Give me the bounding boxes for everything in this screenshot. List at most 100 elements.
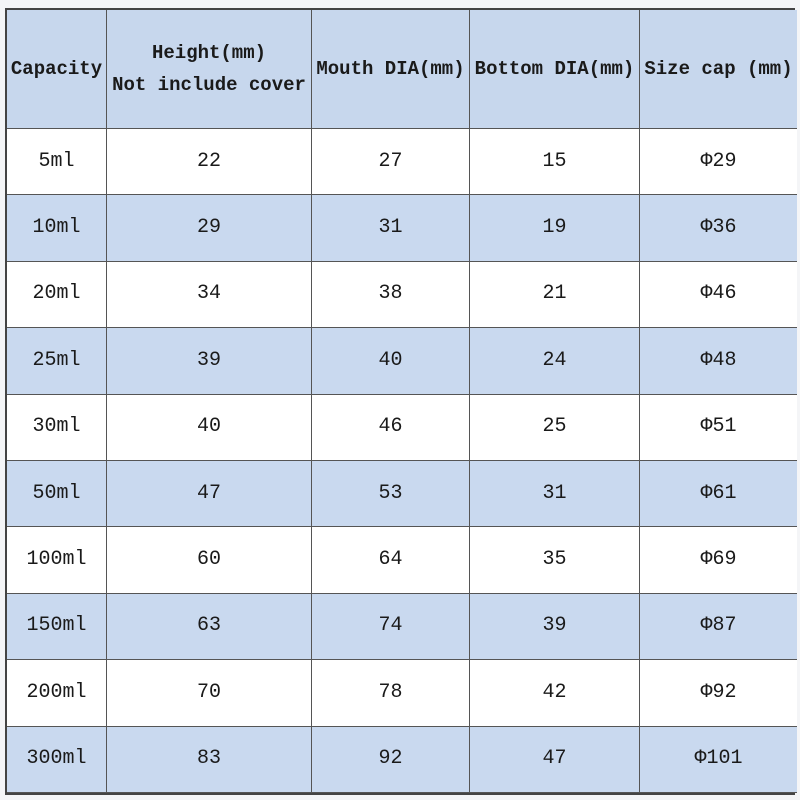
cell-text: Φ61 [700,481,737,505]
cell-text: 35 [542,548,567,572]
table-cell: Φ46 [640,261,797,329]
header-cell: Mouth DIA(mm) [312,10,470,129]
table-cell: Φ92 [640,660,797,727]
table-cell: 42 [470,660,640,727]
cell-text: 64 [378,548,403,572]
table-cell: 200ml [7,660,107,727]
cell-text: Φ36 [700,216,737,240]
cell-text: 19 [542,216,567,240]
table-cell: 10ml [7,195,107,262]
cell-text: 22 [196,149,221,173]
header-cell: Bottom DIA(mm) [470,10,640,129]
table-cell: 19 [470,195,640,262]
table-cell: Φ69 [640,527,797,594]
cell-text: 25 [542,415,567,439]
cell-text: Φ69 [700,548,737,572]
cell-text: 100ml [26,548,87,572]
cell-text: 27 [378,149,403,173]
cell-text: 60 [196,548,221,572]
table-cell: 29 [107,195,312,262]
header-cell: Capacity [7,10,107,129]
table-cell: Φ29 [640,129,797,196]
header-text: Height(mm) [151,42,267,64]
table-cell: 300ml [7,726,107,793]
table-cell: 25ml [7,328,107,395]
table-cell: 47 [107,461,312,528]
table-cell: 34 [107,261,312,329]
cell-text: 21 [542,282,567,306]
cell-text: 200ml [26,680,87,704]
header-cell: Size cap (mm) [640,10,797,129]
cell-text: 50ml [32,481,81,505]
spec-table: Capacity Height(mm) Not include cover Mouth… [5,8,797,795]
cell-text: Φ87 [700,614,737,638]
cell-text: 29 [196,216,221,240]
cell-text: 24 [542,348,567,372]
cell-text: 92 [378,747,403,771]
table-cell: 30ml [7,394,107,461]
cell-text: 53 [378,481,403,505]
cell-text: Φ92 [700,680,737,704]
table-cell: 21 [470,261,640,329]
table-cell: 31 [312,195,470,262]
table-cell: 15 [470,129,640,196]
table-cell: Φ36 [640,195,797,262]
cell-text: 40 [378,348,403,372]
cell-text: Φ29 [700,149,737,173]
cell-text: Φ101 [694,747,743,771]
table-cell: 35 [470,527,640,594]
header-text: Capacity [10,58,103,80]
header-text: Mouth DIA(mm) [316,58,465,80]
cell-text: 10ml [32,216,81,240]
cell-text: 30ml [32,415,81,439]
table-cell: 50ml [7,461,107,528]
table-cell: 64 [312,527,470,594]
table-cell: 70 [107,660,312,727]
cell-text: 150ml [26,614,87,638]
table-cell: 25 [470,394,640,461]
cell-text: 31 [542,481,567,505]
table-cell: 46 [312,394,470,461]
cell-text: 70 [196,680,221,704]
table-cell: 92 [312,726,470,793]
cell-text: Φ48 [700,348,737,372]
cell-text: 20ml [32,282,81,306]
table-cell: 27 [312,129,470,196]
table-cell: 20ml [7,261,107,329]
cell-text: 74 [378,614,403,638]
cell-text: Φ51 [700,415,737,439]
table-cell: 40 [312,328,470,395]
table-cell: Φ48 [640,328,797,395]
cell-text: 39 [542,614,567,638]
cell-text: 25ml [32,348,81,372]
cell-text: 63 [196,614,221,638]
table-cell: 24 [470,328,640,395]
header-cell: Height(mm) Not include cover [107,10,312,129]
table-cell: 40 [107,394,312,461]
header-text: Bottom DIA(mm) [474,58,635,80]
cell-text: 47 [196,481,221,505]
table-cell: 53 [312,461,470,528]
table-cell: 39 [470,593,640,661]
table-cell: 39 [107,328,312,395]
cell-text: 47 [542,747,567,771]
cell-text: 40 [196,415,221,439]
cell-text: 39 [196,348,221,372]
cell-text: 34 [196,282,221,306]
table-cell: 5ml [7,129,107,196]
header-text: Not include cover [112,74,306,96]
cell-text: 46 [378,415,403,439]
table-cell: 74 [312,593,470,661]
cell-text: 5ml [38,149,75,173]
table-cell: 150ml [7,593,107,661]
table-cell: 31 [470,461,640,528]
table-cell: 78 [312,660,470,727]
cell-text: 31 [378,216,403,240]
table-cell: 47 [470,726,640,793]
cell-text: 38 [378,282,403,306]
cell-text: 42 [542,680,567,704]
cell-text: 300ml [26,747,87,771]
cell-text: 83 [196,747,221,771]
cell-text: Φ46 [700,282,737,306]
